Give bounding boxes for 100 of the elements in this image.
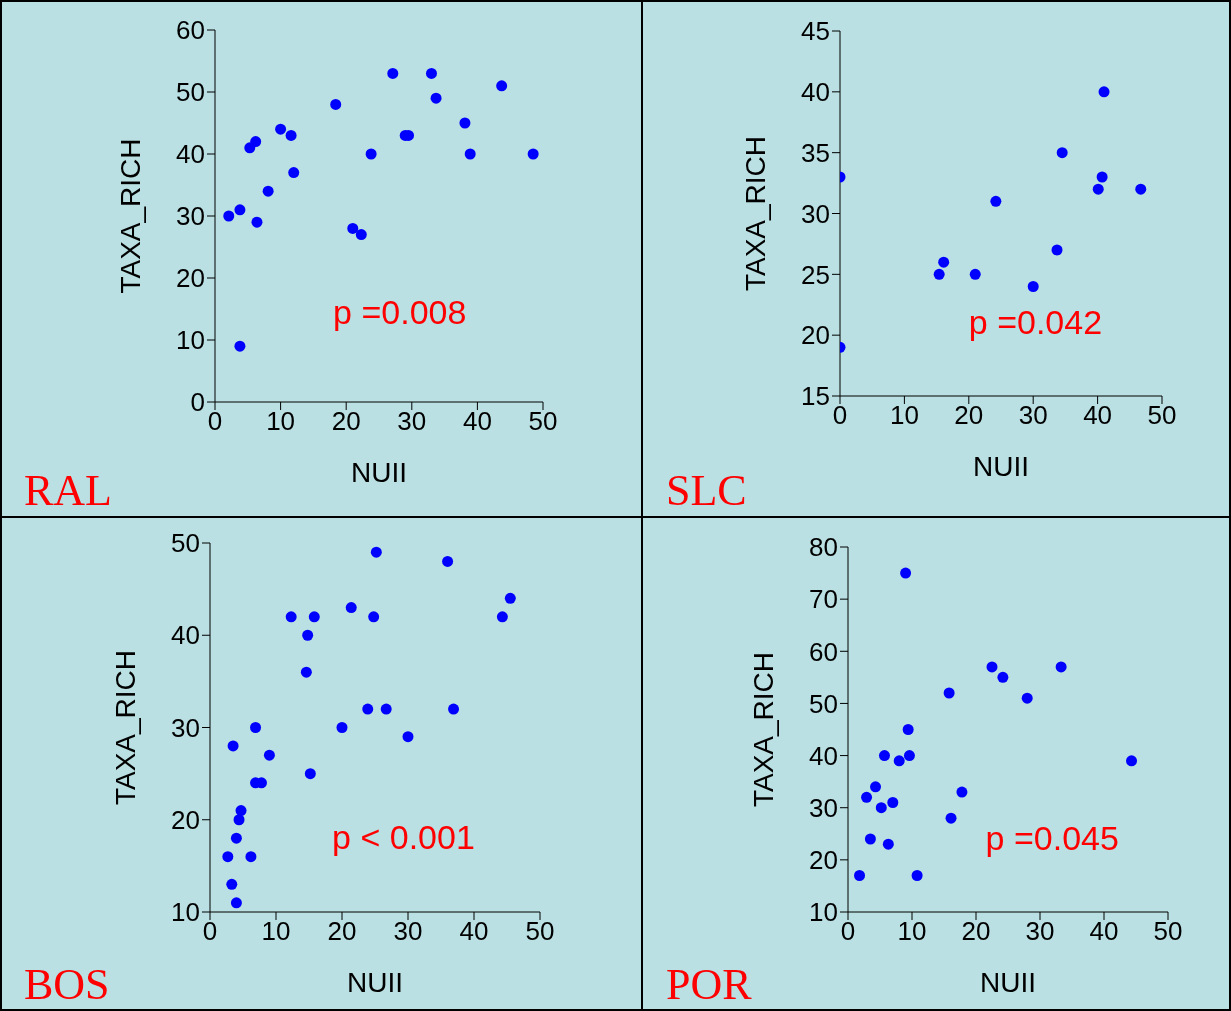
y-tick-label: 45 <box>801 16 830 47</box>
point <box>347 222 359 234</box>
point <box>362 703 374 715</box>
y-tick-label: 10 <box>809 897 838 928</box>
point <box>997 671 1009 683</box>
text: POR <box>666 960 752 1009</box>
x-tick-label: 20 <box>331 406 361 437</box>
text: BOS <box>24 960 110 1009</box>
y-tick-label: 30 <box>176 201 205 232</box>
point <box>878 750 890 762</box>
y-tick-label: 80 <box>809 532 838 563</box>
point <box>250 722 262 733</box>
point <box>902 724 914 735</box>
point <box>230 897 242 909</box>
point <box>504 592 516 604</box>
y-tick-label: 20 <box>801 320 830 351</box>
y-tick-label: 30 <box>809 792 838 823</box>
text: SLC <box>666 466 747 515</box>
point <box>875 802 887 814</box>
point <box>1055 661 1067 673</box>
point <box>943 687 955 699</box>
x-axis-title: NUII <box>980 967 1036 998</box>
x-tick-label: 30 <box>397 406 427 437</box>
point <box>1056 147 1068 159</box>
y-tick-label: 20 <box>809 845 838 876</box>
annotation: p =0.045 <box>985 819 1119 858</box>
x-tick-label: 40 <box>1089 916 1119 947</box>
x-tick-label: 20 <box>327 916 357 947</box>
point <box>235 805 247 817</box>
point <box>222 851 234 863</box>
point <box>527 148 539 160</box>
point <box>302 629 314 641</box>
point <box>990 195 1002 207</box>
y-tick-label: 70 <box>809 584 838 615</box>
x-tick-label: 30 <box>393 916 423 947</box>
point <box>900 567 912 579</box>
point <box>882 838 894 850</box>
point <box>986 661 998 673</box>
point <box>448 703 460 715</box>
x-tick-label: 10 <box>266 406 296 437</box>
point <box>275 123 287 135</box>
y-tick-label: 10 <box>176 325 205 356</box>
point <box>387 67 399 79</box>
annotation: p =0.042 <box>968 303 1103 342</box>
point <box>1096 171 1108 183</box>
point <box>861 791 873 803</box>
y-axis-title: TAXA_RICH <box>739 135 771 292</box>
x-axis-title: NUII <box>351 457 407 488</box>
y-tick-label: 40 <box>801 77 830 108</box>
y-tick-label: 20 <box>171 804 200 835</box>
x-tick-label: 50 <box>528 406 558 437</box>
point <box>285 129 297 141</box>
x-tick-label: 10 <box>889 400 919 431</box>
point <box>263 749 275 761</box>
x-tick-label: 20 <box>954 400 984 431</box>
x-tick-label: 20 <box>961 916 991 947</box>
y-axis-title: TAXA_RICH <box>109 649 141 806</box>
point <box>336 722 348 733</box>
point <box>945 812 957 824</box>
point <box>1135 183 1147 195</box>
x-tick-label: 50 <box>525 916 555 947</box>
point <box>933 268 945 280</box>
point <box>430 92 442 104</box>
y-tick-label: 25 <box>801 259 830 290</box>
text: RAL <box>24 466 112 515</box>
point <box>903 750 915 762</box>
point <box>288 167 300 179</box>
x-tick-label: 10 <box>261 916 291 947</box>
y-tick-label: 50 <box>171 528 200 559</box>
x-tick-label: 30 <box>1025 916 1055 947</box>
x-tick-label: 40 <box>1083 400 1113 431</box>
point <box>1126 755 1138 767</box>
y-tick-label: 50 <box>809 688 838 719</box>
y-tick-label: 40 <box>176 139 205 170</box>
point <box>227 740 239 752</box>
point <box>251 216 263 228</box>
x-tick-label: 50 <box>1147 400 1177 431</box>
x-tick-label: 10 <box>897 916 927 947</box>
point <box>459 117 471 129</box>
y-tick-label: 20 <box>176 263 205 294</box>
point <box>425 67 437 79</box>
point <box>496 611 508 623</box>
point <box>250 136 262 148</box>
annotation: p < 0.001 <box>332 818 475 858</box>
point <box>496 80 508 92</box>
y-tick-label: 50 <box>176 77 205 108</box>
y-tick-label: 35 <box>801 137 830 168</box>
point <box>1092 183 1104 195</box>
point <box>402 731 414 743</box>
point <box>304 768 316 780</box>
y-axis-title: TAXA_RICH <box>114 138 146 294</box>
point <box>1027 281 1039 292</box>
x-tick-label: 40 <box>462 406 492 437</box>
x-tick-label: 30 <box>1018 400 1048 431</box>
y-tick-label: 60 <box>809 636 838 667</box>
point <box>464 148 476 160</box>
point <box>226 878 238 890</box>
point <box>285 611 297 623</box>
point <box>938 256 950 268</box>
point <box>234 204 246 216</box>
